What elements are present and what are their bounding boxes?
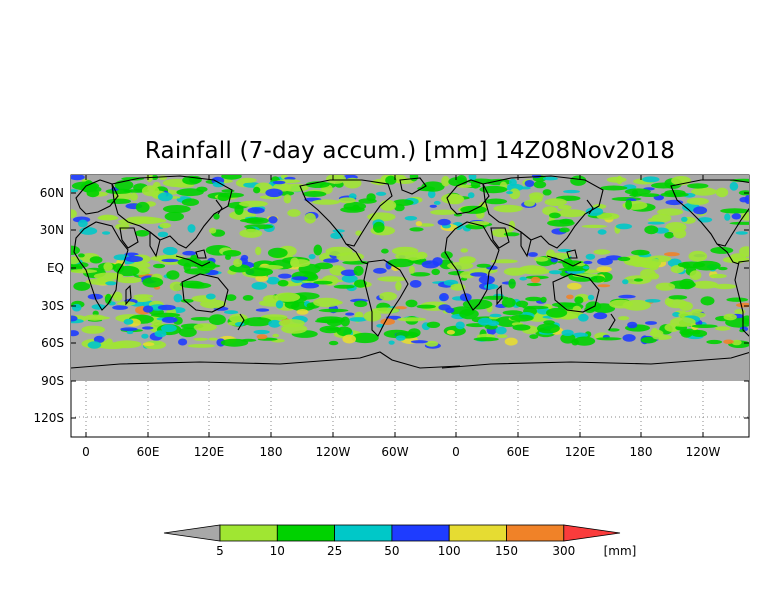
colorbar-unit-label: [mm] (604, 544, 637, 558)
colorbar-segment (506, 524, 565, 542)
colorbar: 5 10 25 50 100 150 300 [mm] (163, 524, 637, 558)
lon-label: 120W (316, 445, 351, 459)
lon-label: 180 (630, 445, 653, 459)
lon-label: 0 (452, 445, 460, 459)
latitude-axis: 60N 30N EQ 30S 60S 90S 120S (33, 186, 749, 425)
colorbar-low-arrow (163, 524, 221, 542)
colorbar-level-label: 300 (552, 544, 575, 558)
lat-label: 30S (41, 299, 64, 313)
lat-label: 30N (40, 223, 64, 237)
colorbar-level-label: 100 (438, 544, 461, 558)
colorbar-segment (391, 524, 450, 542)
colorbar-level-label: 50 (384, 544, 399, 558)
lat-label: 60N (40, 186, 64, 200)
rainfall-field (71, 175, 749, 350)
lon-label: 60W (381, 445, 408, 459)
colorbar-segment (276, 524, 335, 542)
colorbar-segment (448, 524, 507, 542)
colorbar-level-label: 150 (495, 544, 518, 558)
colorbar-segment (219, 524, 278, 542)
lon-label: 0 (82, 445, 90, 459)
longitude-axis: 0 60E 120E 180 120W 60W 0 60E 120E 180 120W (82, 175, 721, 459)
lon-label: 60E (137, 445, 160, 459)
colorbar-segment (334, 524, 393, 542)
coastlines (71, 175, 749, 369)
lat-label: 60S (41, 336, 64, 350)
lon-label: 60E (507, 445, 530, 459)
lon-label: 120E (194, 445, 225, 459)
colorbar-level-label: 25 (327, 544, 342, 558)
lon-label: 180 (260, 445, 283, 459)
map-title: Rainfall (7-day accum.) [mm] 14Z08Nov201… (144, 138, 676, 164)
colorbar-level-label: 10 (270, 544, 285, 558)
lat-label: 90S (41, 374, 64, 388)
lat-label: 120S (33, 411, 64, 425)
colorbar-high-arrow (563, 524, 621, 542)
lon-label: 120E (565, 445, 596, 459)
grid-lines (71, 381, 749, 437)
lon-label: 120W (686, 445, 721, 459)
lat-label: EQ (47, 261, 64, 275)
colorbar-level-label: 5 (216, 544, 224, 558)
